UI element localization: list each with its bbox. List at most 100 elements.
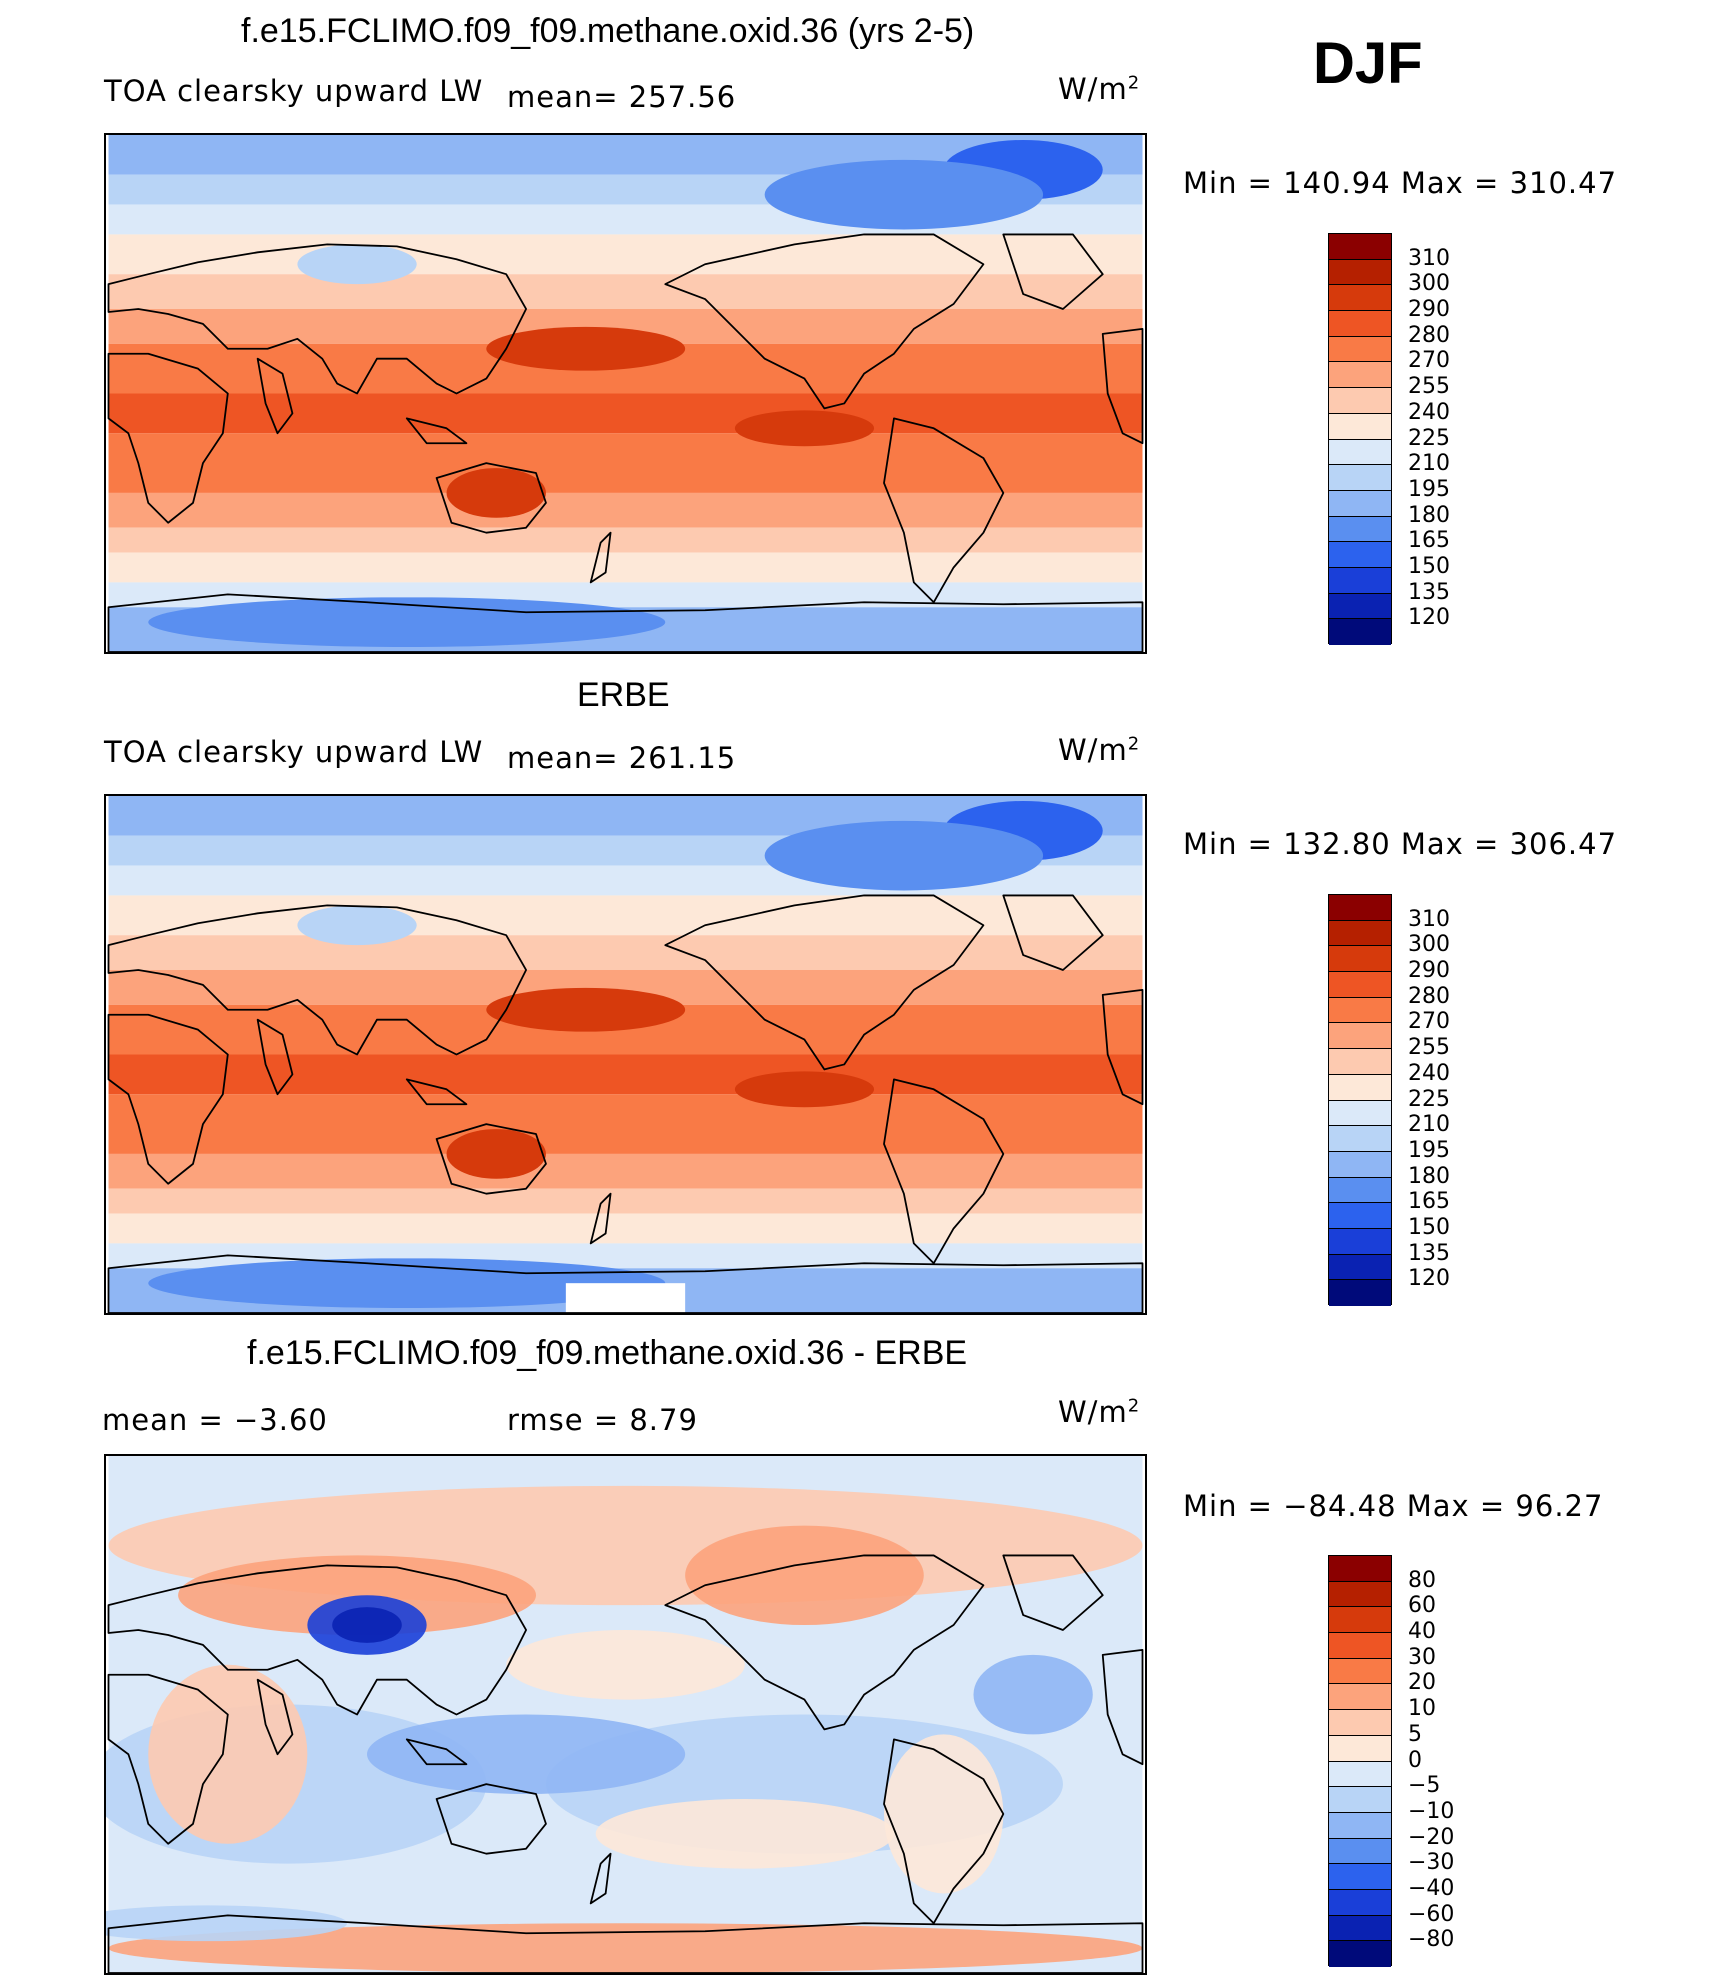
- contour-band: [108, 1923, 1143, 1973]
- contour-band: [108, 1213, 1143, 1244]
- panel-3-mean-label: mean = −3.60: [102, 1403, 328, 1437]
- colorbar-swatch: [1329, 1761, 1391, 1788]
- coastline: [589, 531, 612, 584]
- colorbar-tick-label: 180: [1408, 502, 1450, 528]
- contour-band: [332, 1607, 402, 1643]
- contour-band: [685, 1525, 924, 1626]
- panel-1-colorbar: [1328, 233, 1392, 645]
- colorbar-tick-label: −5: [1408, 1773, 1441, 1799]
- contour-band: [108, 1153, 1143, 1189]
- colorbar-swatch: [1329, 1684, 1391, 1711]
- coastline: [107, 243, 527, 395]
- contour-band: [108, 492, 1143, 528]
- panel-3-title: f.e15.FCLIMO.f09_f09.methane.oxid.36 - E…: [247, 1334, 968, 1372]
- colorbar-swatch: [1329, 1556, 1391, 1582]
- coastline: [435, 1783, 547, 1855]
- colorbar-tick-label: −10: [1408, 1798, 1455, 1824]
- coastline: [107, 1914, 1144, 1973]
- colorbar-tick-label: 225: [1408, 425, 1450, 451]
- colorbar-swatch: [1329, 1812, 1391, 1839]
- coastline: [589, 1192, 612, 1245]
- colorbar-tick-label: 165: [1408, 1189, 1450, 1215]
- colorbar-tick-label: 150: [1408, 553, 1450, 579]
- colorbar-tick-label: 210: [1408, 451, 1450, 477]
- contour-band: [367, 1714, 686, 1795]
- colorbar-swatch: [1329, 997, 1391, 1024]
- contour-band: [297, 244, 417, 285]
- colorbar-tick-label: 240: [1408, 399, 1450, 425]
- colorbar-tick-label: 255: [1408, 1035, 1450, 1061]
- colorbar-swatch: [1329, 619, 1391, 645]
- coastline: [107, 1254, 1144, 1313]
- contour-band: [178, 1555, 537, 1635]
- coastline: [883, 1738, 1005, 1925]
- colorbar-tick-label: −60: [1408, 1901, 1455, 1927]
- colorbar-swatch: [1329, 920, 1391, 947]
- colorbar-swatch: [1329, 234, 1391, 260]
- panel-2-minmax-label: Min = 132.80 Max = 306.47: [1183, 827, 1618, 861]
- coastline: [256, 1018, 294, 1096]
- colorbar-swatch: [1329, 336, 1391, 363]
- colorbar-swatch: [1329, 1228, 1391, 1255]
- panel-2-colorbar: [1328, 894, 1392, 1306]
- colorbar-tick-label: 60: [1408, 1593, 1436, 1619]
- colorbar-tick-label: −40: [1408, 1875, 1455, 1901]
- colorbar-swatch: [1329, 490, 1391, 517]
- colorbar-swatch: [1329, 362, 1391, 389]
- coastline: [664, 1554, 985, 1731]
- panel-1-map: [104, 133, 1147, 654]
- colorbar-swatch: [1329, 439, 1391, 466]
- coastline: [107, 1673, 229, 1845]
- colorbar-tick-label: 240: [1408, 1060, 1450, 1086]
- contour-band: [565, 1283, 686, 1313]
- coastline: [256, 357, 294, 435]
- coastline: [1101, 1648, 1144, 1766]
- coastline: [664, 894, 985, 1071]
- colorbar-swatch: [1329, 1658, 1391, 1685]
- contour-band: [446, 468, 546, 518]
- colorbar-swatch: [1329, 946, 1391, 973]
- colorbar-tick-label: 120: [1408, 605, 1450, 631]
- colorbar-tick-label: 135: [1408, 579, 1450, 605]
- colorbar-swatch: [1329, 516, 1391, 543]
- colorbar-swatch: [1329, 1100, 1391, 1127]
- contour-band: [108, 1054, 1143, 1095]
- colorbar-tick-label: 310: [1408, 906, 1450, 932]
- panel-1-unit-label: W/m2: [1058, 72, 1141, 106]
- panel-1-mean-label: mean= 257.56: [507, 80, 737, 114]
- colorbar-swatch: [1329, 1915, 1391, 1942]
- colorbar-swatch: [1329, 1203, 1391, 1229]
- colorbar-tick-label: 195: [1408, 476, 1450, 502]
- colorbar-swatch: [1329, 1049, 1391, 1075]
- panel-1-minmax-label: Min = 140.94 Max = 310.47: [1183, 166, 1618, 200]
- colorbar-swatch: [1329, 465, 1391, 491]
- contour-band: [297, 905, 417, 946]
- colorbar-swatch: [1329, 1735, 1391, 1762]
- contour-band: [108, 1188, 1143, 1214]
- panel-2-variable-label: TOA clearsky upward LW: [104, 735, 484, 769]
- colorbar-swatch: [1329, 567, 1391, 594]
- colorbar-swatch: [1329, 311, 1391, 337]
- colorbar-swatch: [1329, 1941, 1391, 1967]
- colorbar-swatch: [1329, 593, 1391, 620]
- colorbar-swatch: [1329, 1838, 1391, 1865]
- colorbar-swatch: [1329, 1074, 1391, 1101]
- contour-band: [106, 1905, 348, 1942]
- colorbar-tick-label: 270: [1408, 348, 1450, 374]
- coastline: [1101, 327, 1144, 445]
- colorbar-swatch: [1329, 1151, 1391, 1178]
- coastline: [883, 417, 1005, 604]
- coastline: [883, 1078, 1005, 1265]
- colorbar-tick-label: 5: [1408, 1721, 1422, 1747]
- contour-band: [446, 1129, 546, 1179]
- colorbar-tick-label: 255: [1408, 374, 1450, 400]
- coastline: [589, 1852, 612, 1905]
- colorbar-swatch: [1329, 1254, 1391, 1281]
- coastline: [107, 352, 229, 524]
- contour-band: [764, 159, 1044, 230]
- contour-band: [884, 1734, 1004, 1894]
- colorbar-tick-label: 30: [1408, 1644, 1436, 1670]
- contour-band: [108, 935, 1143, 970]
- contour-band: [108, 274, 1143, 309]
- contour-band: [506, 1629, 745, 1700]
